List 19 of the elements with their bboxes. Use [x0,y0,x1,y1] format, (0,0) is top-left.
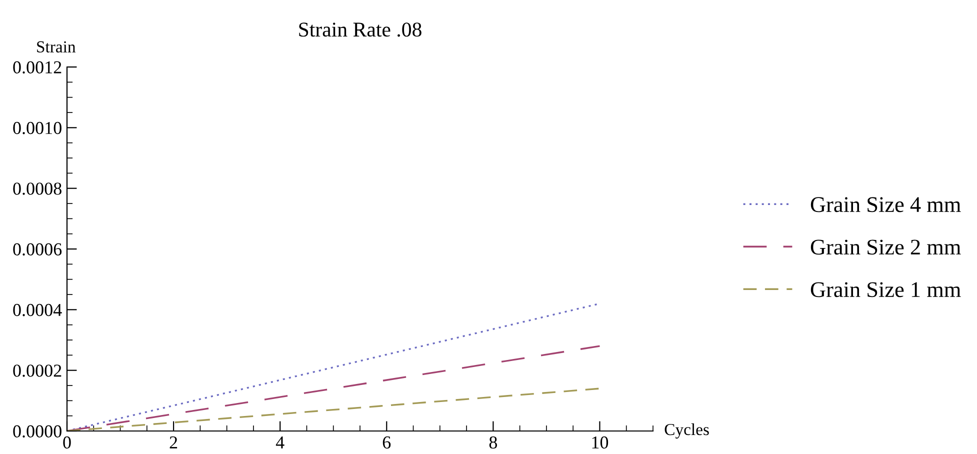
y-tick-label: 0.0006 [13,243,62,256]
y-tick-label: 0.0002 [13,364,62,377]
legend-label: Grain Size 1 mm [810,282,961,298]
y-tick-label: 0.0004 [13,304,62,316]
y-tick-label: 0.0008 [13,182,62,195]
x-tick-label: 0 [63,436,71,449]
x-tick-label: 10 [592,436,608,449]
x-tick-label: 6 [382,436,391,449]
x-axis-title: Cycles [664,423,709,439]
y-tick-label: 0.0010 [13,122,62,134]
y-axis-title: Strain [37,41,76,53]
y-tick-label: 0.0012 [13,61,62,74]
x-tick-label: 4 [276,436,284,448]
chart-title: Strain Rate .08 [299,22,422,37]
x-tick-label: 8 [489,436,498,449]
legend-label: Grain Size 4 mm [810,197,961,212]
legend-label: Grain Size 2 mm [810,240,961,255]
x-tick-label: 2 [170,436,178,448]
y-tick-label: 0.0000 [13,425,62,438]
